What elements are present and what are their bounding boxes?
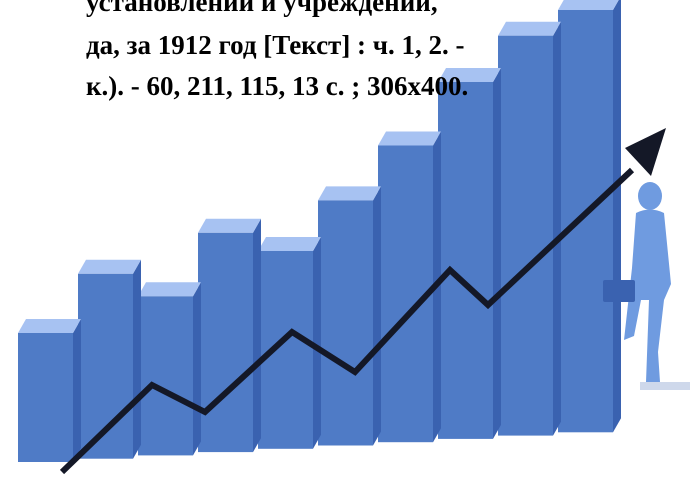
bar-top bbox=[558, 0, 619, 10]
bar-side bbox=[73, 319, 81, 462]
bar-side bbox=[193, 282, 201, 456]
trend-arrow-line bbox=[59, 167, 635, 475]
bar bbox=[138, 296, 193, 456]
trend-arrow-head-icon bbox=[625, 128, 666, 176]
bar-top bbox=[138, 282, 201, 297]
bar-top bbox=[78, 259, 141, 274]
bar bbox=[258, 251, 313, 449]
bar-top bbox=[258, 237, 321, 251]
heading-text-line-2: да, за 1912 год [Текст] : ч. 1, 2. - bbox=[86, 30, 465, 60]
heading-text-line-1: установлений и учреждений, bbox=[86, 0, 438, 17]
bar bbox=[558, 10, 613, 433]
bar-top bbox=[378, 131, 441, 146]
bar bbox=[498, 35, 553, 436]
bar-top bbox=[438, 68, 501, 82]
bar-top bbox=[318, 186, 381, 201]
bar-side bbox=[493, 68, 501, 439]
bar-side bbox=[313, 237, 321, 449]
bar-side bbox=[253, 218, 261, 453]
bar bbox=[198, 232, 253, 453]
bar-side bbox=[553, 21, 561, 436]
briefcase-icon bbox=[603, 280, 635, 302]
businessman-figure-icon bbox=[603, 182, 690, 390]
bar-top bbox=[498, 21, 561, 36]
bar-group bbox=[18, 0, 621, 462]
bar-side bbox=[373, 186, 381, 446]
bar bbox=[438, 82, 493, 439]
bar bbox=[318, 200, 373, 446]
heading-text-line-3: к.). - 60, 211, 115, 13 с. ; 306x400. bbox=[86, 71, 469, 101]
bar-side bbox=[133, 259, 141, 459]
bar-side bbox=[613, 0, 621, 433]
bar-top bbox=[18, 319, 81, 333]
bar bbox=[18, 333, 73, 462]
bar-top bbox=[198, 218, 261, 233]
